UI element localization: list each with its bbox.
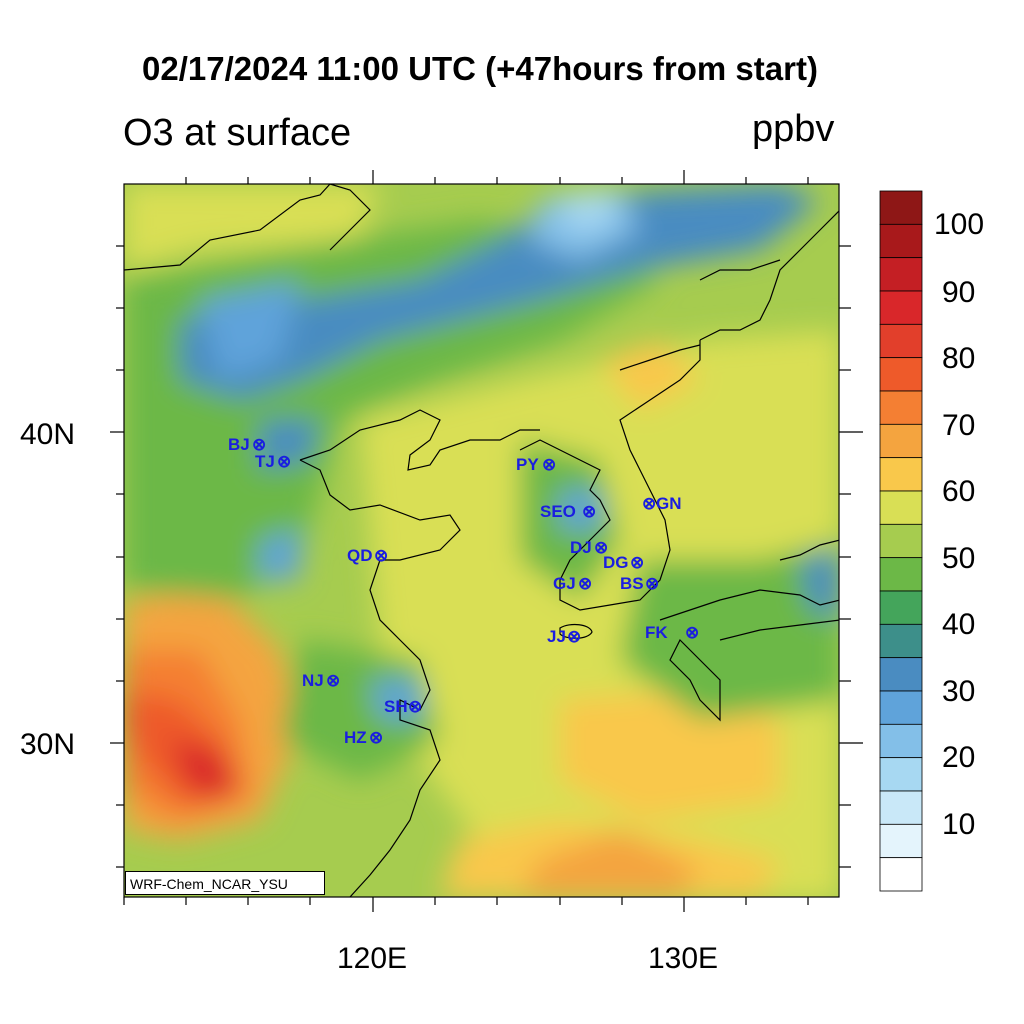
colorbar-swatch: [879, 390, 923, 425]
station-qd: QD: [347, 546, 373, 565]
colorbar-swatch: [879, 790, 923, 825]
colorbar-label-80: 80: [942, 342, 976, 375]
colorbar-swatch: [879, 857, 923, 892]
station-bs-marker: ⊗: [645, 574, 659, 593]
station-gj-marker: ⊗: [578, 574, 592, 593]
colorbar-swatch: [879, 623, 923, 659]
colorbar-swatch: [879, 723, 923, 759]
colorbar-swatch: [879, 690, 923, 725]
station-dg-marker: ⊗: [630, 553, 644, 572]
station-fk: FK: [645, 623, 668, 642]
station-sh: SH: [384, 697, 408, 716]
station-qd-marker: ⊗: [374, 546, 388, 565]
lat-label-40n: 40N: [20, 418, 76, 451]
station-sh-marker: ⊗: [408, 697, 422, 716]
station-hz: HZ: [344, 728, 367, 747]
station-dj: DJ: [570, 538, 592, 557]
coastlines: [124, 184, 839, 897]
colorbar-swatch: [879, 423, 923, 459]
station-gj: GJ: [553, 574, 576, 593]
colorbar-swatch: [879, 323, 923, 359]
station-hz-marker: ⊗: [369, 728, 383, 747]
colorbar-swatch: [879, 490, 923, 525]
colorbar-swatch: [879, 590, 923, 625]
colorbar-swatch: [879, 290, 923, 325]
map-title: 02/17/2024 11:00 UTC (+47hours from star…: [142, 50, 818, 87]
colorbar-swatch: [879, 757, 923, 792]
colorbar-swatch: [879, 523, 923, 559]
ozone-field: [124, 184, 839, 897]
station-gn: GN: [656, 494, 682, 513]
colorbar-label-100: 100: [934, 208, 985, 241]
colorbar-label-90: 90: [942, 276, 976, 309]
colorbar-swatch: [879, 557, 923, 592]
station-markers: BJ ⊗ TJ ⊗ QD ⊗ NJ ⊗ SH ⊗ HZ ⊗ PY ⊗ SEO ⊗…: [228, 435, 699, 747]
variable-title: O3 at surface: [123, 112, 352, 154]
station-dj-marker: ⊗: [594, 538, 608, 557]
colorbar-label-40: 40: [942, 608, 976, 641]
station-gn-marker: ⊗: [642, 494, 656, 513]
station-bs: BS: [620, 574, 644, 593]
lon-label-120e: 120E: [337, 942, 408, 975]
station-fk-marker: ⊗: [685, 623, 699, 642]
colorbar-label-60: 60: [942, 475, 976, 508]
station-tj: TJ: [255, 452, 275, 471]
station-jj-marker: ⊗: [567, 627, 581, 646]
station-nj-marker: ⊗: [326, 671, 340, 690]
plot-frame: [123, 183, 840, 898]
colorbar-swatch: [879, 657, 923, 692]
lat-label-30n: 30N: [20, 728, 76, 761]
station-bj-marker: ⊗: [252, 435, 266, 454]
colorbar-label-50: 50: [942, 542, 976, 575]
station-nj: NJ: [302, 671, 324, 690]
colorbar: [879, 190, 923, 892]
colorbar-swatch: [879, 823, 923, 859]
station-jj: JJ: [547, 627, 566, 646]
colorbar-swatch: [879, 457, 923, 492]
colorbar-swatch: [879, 190, 923, 225]
colorbar-label-20: 20: [942, 741, 976, 774]
colorbar-label-70: 70: [942, 409, 976, 442]
station-dg: DG: [603, 553, 629, 572]
station-py: PY: [516, 455, 539, 474]
colorbar-swatch: [879, 357, 923, 392]
model-credit: WRF-Chem_NCAR_YSU: [125, 871, 325, 895]
station-bj: BJ: [228, 435, 250, 454]
colorbar-label-10: 10: [942, 808, 976, 841]
station-seo-marker: ⊗: [582, 502, 596, 521]
axis-ticks: [110, 170, 863, 912]
station-seo: SEO: [540, 502, 576, 521]
lon-label-130e: 130E: [648, 942, 719, 975]
colorbar-swatch: [879, 223, 923, 259]
station-py-marker: ⊗: [542, 455, 556, 474]
station-tj-marker: ⊗: [277, 452, 291, 471]
colorbar-swatch: [879, 257, 923, 292]
units-label: ppbv: [752, 108, 835, 150]
colorbar-label-30: 30: [942, 675, 976, 708]
